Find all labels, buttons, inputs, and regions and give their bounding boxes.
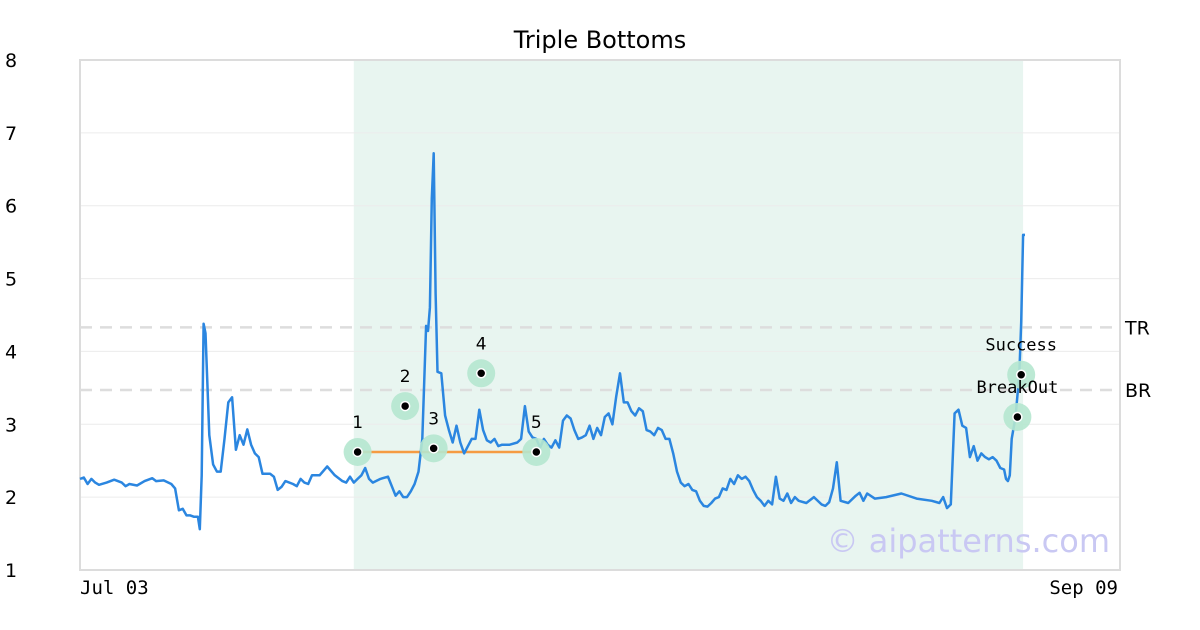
pattern-point-marker (399, 400, 411, 412)
pattern-point-label: 4 (476, 334, 487, 354)
level-label: BR (1125, 380, 1151, 402)
pattern-point-marker (352, 446, 363, 458)
y-tick-label: 2 (5, 487, 17, 509)
pattern-point-marker (1012, 411, 1023, 423)
pattern-point-label: 2 (400, 367, 411, 387)
pattern-point-marker (428, 443, 439, 454)
y-tick-label: 6 (5, 196, 17, 218)
level-label: TR (1124, 317, 1150, 339)
pattern-point-marker (475, 368, 487, 379)
pattern-point-label: Success (985, 336, 1057, 356)
watermark: © aipatterns.com (827, 522, 1110, 560)
y-tick-label: 5 (5, 269, 17, 291)
y-tick-label: 8 (5, 50, 17, 72)
chart-title: Triple Bottoms (513, 26, 687, 54)
pattern-point-label: 1 (352, 413, 363, 433)
x-tick-label: Jul 03 (80, 577, 149, 599)
y-tick-label: 7 (5, 123, 17, 145)
y-tick-label: 1 (5, 560, 17, 582)
plot-frame (79, 59, 1121, 571)
price-series-line (79, 152, 1025, 531)
x-tick-label: Sep 09 (1049, 577, 1118, 599)
y-tick-label: 3 (5, 414, 17, 436)
pattern-point-label: 3 (428, 409, 439, 429)
pattern-point-marker (1015, 369, 1027, 380)
pattern-point-label: 5 (531, 413, 542, 433)
y-tick-label: 4 (5, 341, 17, 363)
pattern-point-label: BreakOut (976, 378, 1058, 398)
pattern-point-marker (531, 446, 542, 458)
pattern-region (353, 60, 1024, 570)
